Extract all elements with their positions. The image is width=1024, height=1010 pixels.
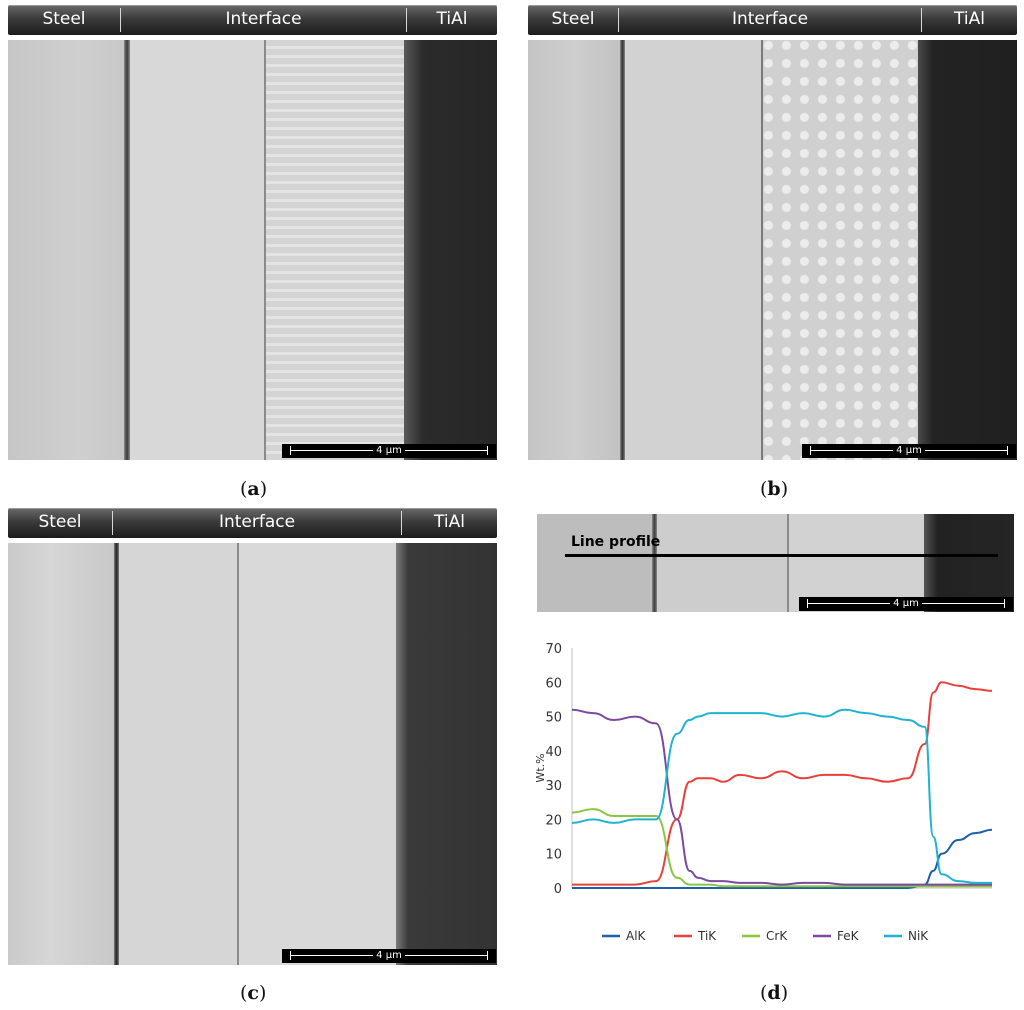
interface-sublayer-line: [264, 40, 266, 460]
caption-d: (d): [760, 982, 789, 1004]
legend-label-crk: CrK: [766, 929, 788, 943]
steel-interface-boundary: [114, 543, 119, 965]
y-tick-label: 60: [545, 676, 562, 691]
header-divider: [406, 8, 407, 32]
interface-region-inner: [130, 40, 264, 460]
scale-bar-label: 4 µm: [373, 950, 405, 961]
scale-bar: 4 µm: [282, 444, 496, 458]
steel-region: [537, 514, 652, 612]
header-tial: TiAl: [954, 9, 985, 29]
interface-region-outer: [266, 40, 404, 460]
interface-region-inner: [657, 514, 787, 612]
interface-region-inner: [119, 543, 237, 965]
caption-a: (a): [240, 478, 268, 500]
micrograph-b: 4 µm: [528, 40, 1017, 460]
y-tick-label: 10: [545, 848, 562, 863]
panel-b-header: Steel Interface TiAl: [528, 5, 1017, 35]
y-tick-label: 40: [545, 745, 562, 760]
scale-bar: 4 µm: [799, 597, 1013, 611]
y-tick-label: 70: [545, 642, 562, 657]
series-line-nik: [571, 708, 992, 884]
y-axis-label: Wt.%: [534, 753, 547, 782]
header-steel: Steel: [42, 9, 86, 29]
panel-c-header: Steel Interface TiAl: [8, 508, 497, 538]
panel-b: Steel Interface TiAl 4 µm: [528, 5, 1018, 460]
legend-label-tik: TiK: [697, 929, 717, 943]
series-line-fek: [571, 708, 992, 886]
header-steel: Steel: [551, 9, 595, 29]
steel-interface-boundary: [620, 40, 625, 460]
interface-sublayer-line: [761, 40, 763, 460]
micrograph-a: 4 µm: [8, 40, 497, 460]
legend-label-fek: FeK: [837, 929, 860, 943]
scale-bar: 4 µm: [802, 444, 1016, 458]
interface-region-outer: [789, 514, 924, 612]
line-profile-chart: 0 10 20 30 40 50 60 70 Wt.% AlK TiK CrK FeK NiK: [534, 642, 993, 943]
series-line-crk: [571, 808, 993, 888]
header-tial: TiAl: [434, 512, 465, 532]
interface-sublayer-line: [787, 514, 789, 612]
y-tick-label: 20: [545, 813, 562, 828]
scale-bar: 4 µm: [282, 949, 496, 963]
header-divider: [120, 8, 121, 32]
caption-c: (c): [240, 982, 267, 1004]
tial-region: [404, 40, 497, 460]
header-steel: Steel: [38, 512, 82, 532]
header-divider: [618, 8, 619, 32]
micrograph-c: 4 µm: [8, 543, 497, 965]
header-interface: Interface: [218, 512, 296, 532]
header-interface: Interface: [731, 9, 809, 29]
steel-region: [8, 40, 124, 460]
caption-b: (b): [760, 478, 789, 500]
interface-region-outer: [239, 543, 396, 965]
line-profile-path: [565, 554, 998, 557]
steel-interface-boundary: [652, 514, 657, 612]
header-divider: [921, 8, 922, 32]
header-interface: Interface: [225, 9, 302, 29]
legend-label-nik: NiK: [908, 929, 929, 943]
legend-label-alk: AlK: [626, 929, 647, 943]
scale-bar-label: 4 µm: [893, 445, 925, 456]
steel-region: [8, 543, 114, 965]
series-line-alk: [571, 828, 993, 889]
interface-region-inner: [625, 40, 761, 460]
steel-region: [528, 40, 620, 460]
micrograph-d: Line profile 4 µm: [537, 514, 1014, 612]
y-tick-label: 0: [554, 882, 562, 897]
scale-bar-label: 4 µm: [373, 445, 405, 456]
panel-a-header: Steel Interface TiAl: [8, 5, 497, 35]
panel-c: Steel Interface TiAl 4 µm: [8, 508, 498, 965]
panel-a: Steel Interface TiAl 4 µm: [8, 5, 498, 460]
header-divider: [401, 511, 402, 535]
tial-region: [924, 514, 1014, 612]
tial-region: [918, 40, 1017, 460]
interface-region-outer: [763, 40, 918, 460]
steel-interface-boundary: [124, 40, 130, 460]
interface-sublayer-line: [237, 543, 239, 965]
y-tick-label: 50: [545, 711, 562, 726]
line-profile-label: Line profile: [571, 534, 661, 550]
tial-region: [396, 543, 497, 965]
scale-bar-label: 4 µm: [890, 598, 922, 609]
y-tick-label: 30: [545, 779, 562, 794]
series-line-tik: [571, 681, 993, 886]
header-tial: TiAl: [436, 9, 468, 29]
header-divider: [112, 511, 113, 535]
